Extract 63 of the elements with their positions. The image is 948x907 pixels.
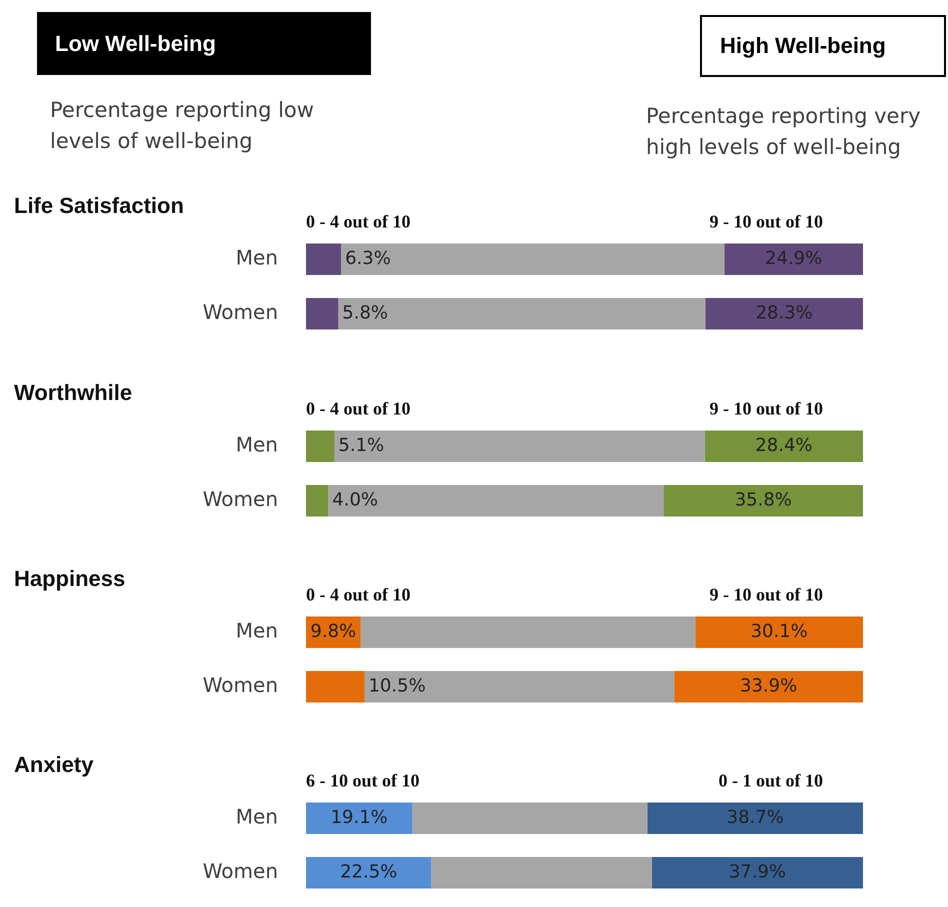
data-label: 5.1% [338,434,384,456]
bar [695,616,863,648]
text: Percentage reporting low levels of well-being [50,97,315,155]
data-label: 33.9% [740,675,798,696]
text: High Well-being [700,15,946,77]
y-tick-label: Women [202,858,278,883]
text: Percentage reporting very high levels of well-being [646,103,922,161]
bar [306,430,334,462]
text: Happiness [14,566,126,592]
y-tick-label: Men [236,618,278,642]
text: Worthwhile [14,380,132,406]
data-label: 38.7% [726,806,784,828]
bar [360,616,696,648]
series-label: 9 - 10 out of 10 [710,398,823,418]
y-tick-label: Men [236,245,278,270]
bar [306,802,412,834]
series-label: 0 - 4 out of 10 [306,211,410,232]
bar [431,856,652,889]
bar [341,243,724,276]
data-label: 22.5% [340,861,398,882]
y-tick-label: Women [202,486,278,511]
y-tick-label: Men [236,432,278,456]
bar [664,484,863,517]
bar [328,484,664,517]
bar [306,484,328,517]
series-label: 0 - 1 out of 10 [718,770,823,790]
data-label: 6.3% [345,248,391,269]
text: Life Satisfaction [14,193,184,219]
bar [306,670,364,703]
series-label: 6 - 10 out of 10 [306,770,420,790]
y-tick-label: Men [236,804,278,828]
bar [674,670,863,703]
series-label: 9 - 10 out of 10 [710,211,823,232]
bar [364,670,674,703]
series-label: 0 - 4 out of 10 [306,584,410,604]
data-label: 4.0% [332,489,378,510]
bar [306,243,342,276]
y-tick-label: Women [202,300,278,324]
bar [306,298,338,330]
data-label: 24.9% [765,248,822,269]
bar [412,802,648,834]
bar [705,298,863,330]
data-label: 30.1% [750,620,808,642]
data-label: 28.3% [756,302,813,324]
bar [652,856,863,889]
data-label: 37.9% [728,861,786,882]
series-label: 9 - 10 out of 10 [710,584,823,604]
bar [724,243,863,276]
data-label: 10.5% [368,675,426,696]
bar [334,430,705,462]
series-label: 0 - 4 out of 10 [306,398,410,418]
bar [704,430,863,462]
data-label: 9.8% [310,620,356,642]
data-label: 19.1% [330,806,388,828]
bar [306,856,432,889]
bar [338,298,706,330]
text: Anxiety [14,752,94,778]
data-label: 35.8% [734,489,792,510]
text: Low Well-being [37,12,371,75]
y-tick-label: Women [202,672,278,697]
data-label: 5.8% [342,302,388,324]
data-label: 28.4% [755,434,812,456]
bar [647,802,863,834]
